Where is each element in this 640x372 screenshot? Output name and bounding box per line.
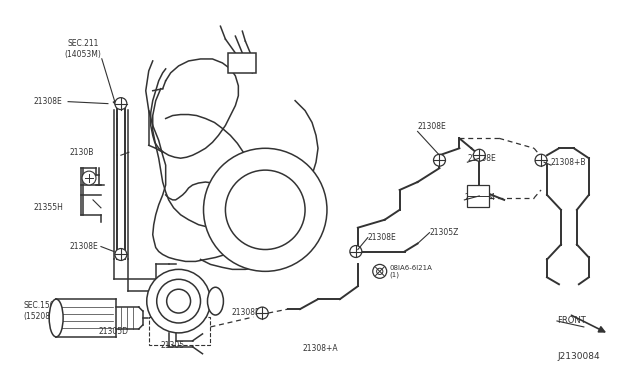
Circle shape: [474, 149, 485, 161]
Circle shape: [166, 289, 191, 313]
Text: 21308+B: 21308+B: [551, 158, 586, 167]
Text: SEC.211
(14053M): SEC.211 (14053M): [65, 39, 102, 58]
Text: 21308+A: 21308+A: [302, 344, 338, 353]
Text: 21308E: 21308E: [69, 242, 98, 251]
Text: 21304: 21304: [196, 290, 220, 299]
Text: 21308E: 21308E: [368, 233, 397, 242]
Circle shape: [256, 307, 268, 319]
Text: 2130B: 2130B: [69, 148, 93, 157]
Circle shape: [115, 248, 127, 260]
Text: FRONT: FRONT: [557, 317, 586, 326]
Circle shape: [350, 246, 362, 257]
Circle shape: [115, 98, 127, 110]
Text: 21302M: 21302M: [465, 193, 495, 202]
Text: 08IA6-6I21A
(1): 08IA6-6I21A (1): [390, 264, 433, 278]
Text: 21308E: 21308E: [417, 122, 446, 131]
FancyBboxPatch shape: [467, 185, 489, 207]
Circle shape: [157, 279, 200, 323]
Text: SEC.150
(15208): SEC.150 (15208): [23, 301, 55, 321]
Text: J2130084: J2130084: [557, 352, 600, 361]
Text: 21308E: 21308E: [467, 154, 496, 163]
Ellipse shape: [49, 299, 63, 337]
Ellipse shape: [207, 287, 223, 315]
Text: 21355H: 21355H: [33, 203, 63, 212]
Text: 21305D: 21305D: [99, 327, 129, 336]
Circle shape: [82, 171, 96, 185]
Circle shape: [535, 154, 547, 166]
Circle shape: [433, 154, 445, 166]
Circle shape: [204, 148, 327, 271]
Circle shape: [372, 264, 387, 278]
Circle shape: [147, 269, 211, 333]
Text: 21308E: 21308E: [33, 97, 62, 106]
Text: 21308E: 21308E: [232, 308, 260, 317]
Text: 21305: 21305: [161, 341, 185, 350]
FancyBboxPatch shape: [228, 53, 256, 73]
Text: 21305Z: 21305Z: [429, 228, 459, 237]
